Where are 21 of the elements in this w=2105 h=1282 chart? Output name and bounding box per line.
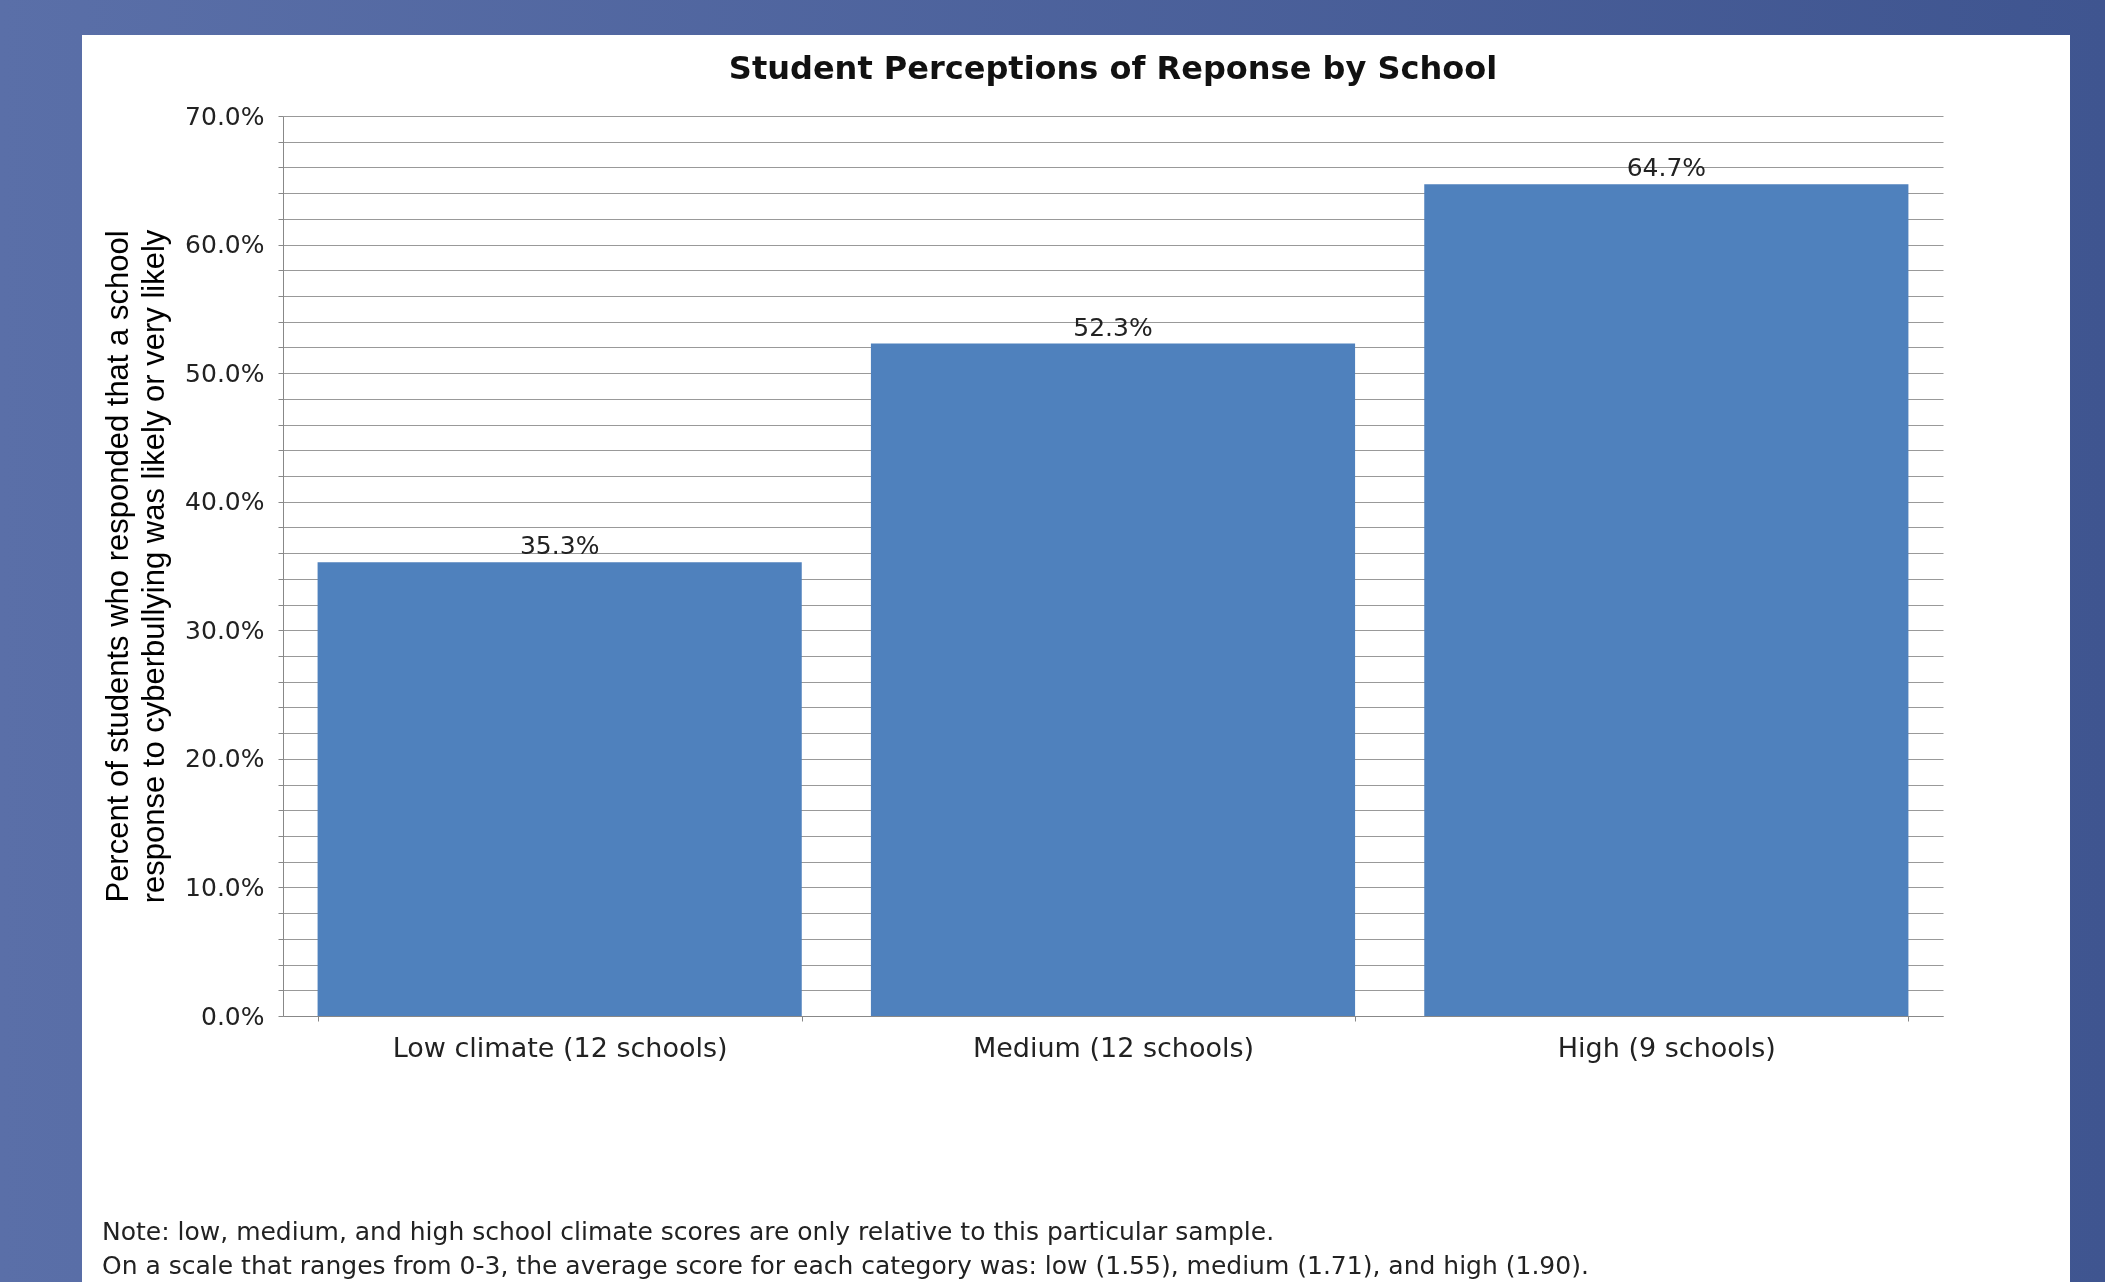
- bar: [870, 343, 1356, 1016]
- data-label: 35.3%: [519, 531, 600, 561]
- x-tick-label: Low climate (12 schools): [392, 1031, 728, 1063]
- text: On a scale that ranges from 0-3, the average score for each category was: low (1.55), medium (1.71), and high (1.90).: [102, 1250, 1589, 1282]
- y-tick-label: 10.0%: [185, 872, 265, 902]
- y-tick-label: 70.0%: [185, 101, 265, 131]
- y-tick-label: 30.0%: [185, 615, 265, 645]
- data-label: 64.7%: [1626, 153, 1707, 183]
- bar: [317, 562, 802, 1016]
- x-tick-label: High (9 schools): [1557, 1031, 1776, 1063]
- bar: [1424, 184, 1909, 1016]
- y-tick-label: 50.0%: [185, 358, 265, 388]
- y-axis-title: Percent of students who responded that a school response to cyberbullying was likely or very likely: [100, 229, 172, 904]
- y-tick-label: 20.0%: [185, 744, 265, 774]
- y-tick-label: 0.0%: [200, 1001, 265, 1031]
- y-tick-label: 60.0%: [185, 230, 265, 260]
- chart-title: Student Perceptions of Reponse by School: [728, 49, 1498, 87]
- text: Note: low, medium, and high school climate scores are only relative to this particular sample.: [102, 1216, 1276, 1248]
- data-label: 52.3%: [1073, 312, 1153, 342]
- y-tick-label: 40.0%: [185, 487, 265, 517]
- x-tick-label: Medium (12 schools): [972, 1031, 1255, 1063]
